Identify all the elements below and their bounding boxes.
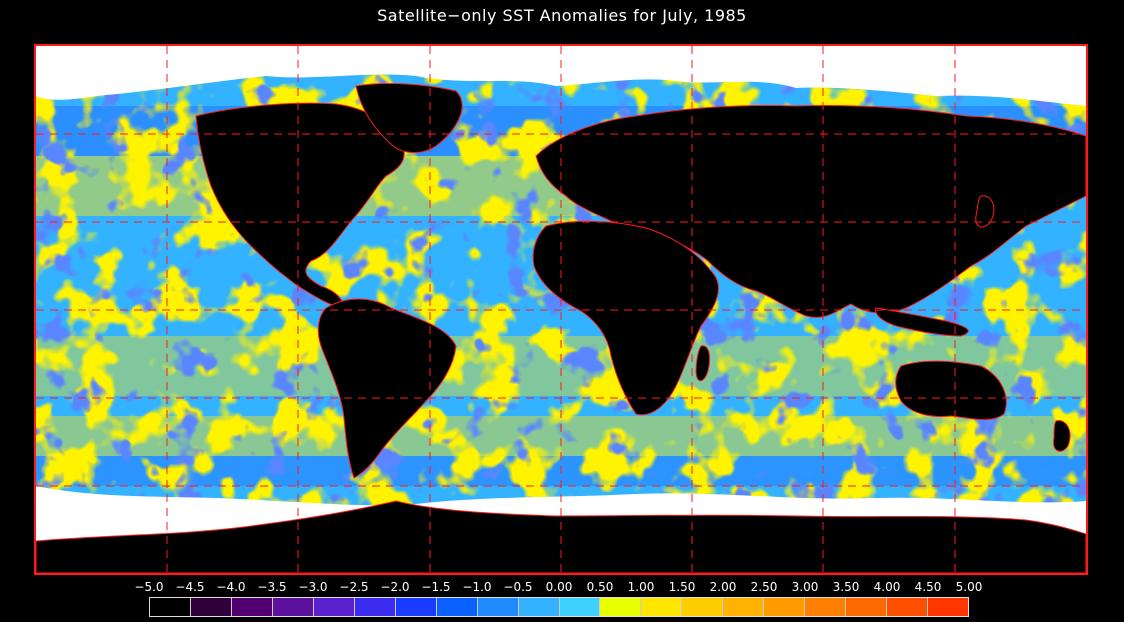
colorbar-tick-label: 3.50	[832, 580, 860, 594]
colorbar-tick-label: 1.50	[668, 580, 696, 594]
colorbar-swatch	[189, 598, 231, 616]
colorbar-swatch	[886, 598, 928, 616]
colorbar-tick-label: 2.00	[709, 580, 737, 594]
colorbar-tick-label: −4.5	[175, 580, 205, 594]
colorbar-swatch	[517, 598, 559, 616]
colorbar-tick-label: −1.5	[421, 580, 451, 594]
colorbar-swatch	[681, 598, 723, 616]
colorbar-tick-label: −3.5	[257, 580, 287, 594]
colorbar-tick-labels: −5.0 −4.5 −4.0 −3.5 −3.0 −2.5 −2.0 −1.5 −1.0 −0.5…	[0, 580, 1124, 596]
colorbar-swatch	[150, 598, 190, 616]
colorbar-swatch	[312, 598, 354, 616]
new-zealand	[1052, 420, 1071, 452]
colorbar-swatch	[230, 598, 272, 616]
madagascar	[695, 345, 711, 382]
colorbar-tick-label: 0.00	[545, 580, 573, 594]
colorbar-tick-label: 5.00	[955, 580, 983, 594]
colorbar-tick-label: 3.00	[791, 580, 819, 594]
colorbar-swatch	[353, 598, 395, 616]
colorbar-tick-label: 4.00	[873, 580, 901, 594]
greenland	[355, 83, 463, 153]
colorbar-tick-label: −1.0	[462, 580, 492, 594]
continents	[195, 83, 1086, 479]
sst-anomaly-map	[34, 44, 1088, 575]
colorbar-swatch	[804, 598, 846, 616]
lat-lon-grid	[36, 46, 1086, 573]
australia	[895, 360, 1007, 421]
colorbar-swatch	[435, 598, 477, 616]
colorbar-swatch	[476, 598, 518, 616]
colorbar-tick-label: −2.5	[339, 580, 369, 594]
colorbar-tick-label: −2.0	[380, 580, 410, 594]
colorbar-swatch	[599, 598, 641, 616]
africa	[532, 220, 719, 416]
map-title: Satellite−only SST Anomalies for July, 1…	[377, 6, 747, 25]
colorbar-tick-label: −3.0	[298, 580, 328, 594]
colorbar-swatch	[640, 598, 682, 616]
south-america	[317, 298, 457, 479]
colorbar-tick-label: 2.50	[750, 580, 778, 594]
colorbar-tick-label: 1.00	[627, 580, 655, 594]
colorbar	[149, 597, 969, 617]
colorbar-swatch	[558, 598, 600, 616]
colorbar-swatch	[927, 598, 969, 616]
colorbar-swatch	[271, 598, 313, 616]
colorbar-tick-label: 0.50	[586, 580, 614, 594]
colorbar-tick-label: 4.50	[914, 580, 942, 594]
indonesia	[875, 307, 969, 337]
colorbar-tick-label: −5.0	[134, 580, 164, 594]
colorbar-tick-label: −4.0	[216, 580, 246, 594]
colorbar-swatch	[763, 598, 805, 616]
colorbar-swatch	[722, 598, 764, 616]
japan	[975, 195, 995, 228]
colorbar-swatch	[394, 598, 436, 616]
colorbar-swatch	[845, 598, 887, 616]
map-canvas	[36, 46, 1086, 573]
colorbar-tick-label: −0.5	[503, 580, 533, 594]
